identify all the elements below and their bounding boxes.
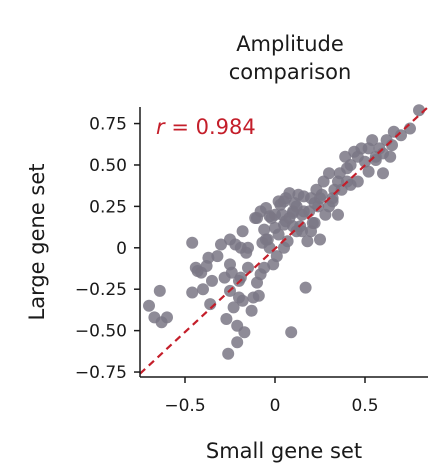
data-point bbox=[384, 150, 397, 163]
data-point bbox=[206, 274, 218, 287]
data-point bbox=[279, 192, 292, 205]
data-point bbox=[143, 299, 155, 312]
data-point bbox=[362, 142, 375, 155]
chart-title-line-2: comparison bbox=[228, 60, 352, 84]
x-tick-label: 0 bbox=[270, 396, 281, 416]
data-point bbox=[315, 188, 328, 201]
data-point bbox=[238, 326, 251, 339]
y-tick-label: 0 bbox=[116, 239, 127, 259]
y-tick-label: −0.75 bbox=[75, 363, 127, 383]
data-point bbox=[332, 208, 344, 221]
data-point bbox=[227, 301, 240, 314]
data-point bbox=[215, 238, 227, 251]
correlation-value: = 0.984 bbox=[165, 115, 256, 139]
y-axis-label: Large gene set bbox=[25, 163, 49, 320]
y-tick-label: 0.25 bbox=[89, 197, 127, 217]
data-point bbox=[161, 311, 173, 324]
data-point bbox=[186, 286, 199, 299]
data-point bbox=[211, 250, 224, 263]
data-point bbox=[413, 104, 425, 117]
data-point bbox=[153, 284, 166, 297]
data-point bbox=[314, 233, 326, 246]
data-point bbox=[285, 326, 298, 339]
data-point bbox=[326, 195, 339, 208]
y-tick-label: 0.50 bbox=[89, 156, 127, 176]
data-point bbox=[242, 241, 254, 254]
data-point bbox=[333, 167, 346, 180]
data-point bbox=[186, 236, 199, 249]
data-point bbox=[222, 347, 235, 360]
data-point bbox=[395, 129, 407, 142]
data-point bbox=[278, 241, 290, 254]
data-point bbox=[323, 167, 335, 180]
data-point bbox=[220, 313, 233, 325]
data-point bbox=[236, 225, 249, 238]
y-tick-label: 0.75 bbox=[89, 115, 127, 135]
x-tick-label: 0.5 bbox=[351, 396, 378, 416]
x-tick-label: −0.5 bbox=[164, 396, 205, 416]
data-point bbox=[245, 304, 258, 317]
data-point bbox=[305, 192, 317, 205]
correlation-annotation: r = 0.984 bbox=[156, 115, 256, 139]
data-point bbox=[272, 228, 285, 241]
data-point bbox=[344, 159, 357, 171]
correlation-symbol: r bbox=[156, 115, 166, 139]
data-point bbox=[242, 261, 254, 274]
data-point bbox=[197, 283, 209, 296]
data-point bbox=[236, 294, 249, 307]
y-ticks: 0.75 0.50 0.25 0 −0.25 −0.50 −0.75 bbox=[75, 115, 140, 383]
fit-line bbox=[139, 106, 429, 375]
x-axis-label: Small gene set bbox=[206, 439, 362, 463]
data-point bbox=[231, 336, 244, 349]
data-point bbox=[351, 175, 364, 188]
data-point bbox=[299, 281, 312, 294]
plot-area bbox=[139, 104, 429, 375]
data-point bbox=[297, 205, 310, 218]
data-point bbox=[359, 155, 371, 168]
data-point bbox=[362, 165, 375, 178]
y-tick-label: −0.50 bbox=[75, 322, 127, 342]
data-point bbox=[269, 208, 281, 221]
data-point bbox=[270, 250, 283, 263]
data-point bbox=[224, 258, 236, 271]
data-point bbox=[301, 235, 314, 248]
data-point bbox=[258, 261, 271, 274]
data-point bbox=[202, 251, 215, 264]
chart-title-line-1: Amplitude bbox=[236, 32, 344, 56]
data-point bbox=[258, 223, 271, 236]
data-point bbox=[252, 289, 265, 302]
x-ticks: −0.5 0 0.5 bbox=[164, 377, 379, 416]
y-tick-label: −0.25 bbox=[75, 280, 127, 300]
data-point bbox=[296, 225, 308, 238]
data-point bbox=[254, 205, 267, 218]
data-point bbox=[308, 217, 321, 229]
data-point bbox=[377, 167, 389, 180]
data-point bbox=[260, 233, 272, 246]
